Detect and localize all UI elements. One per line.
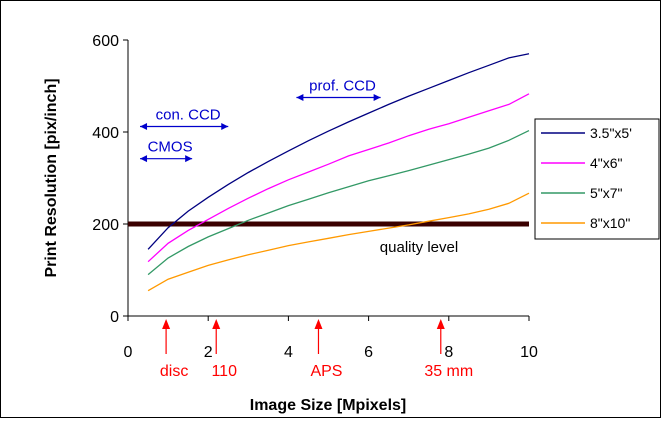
x-tick-label: 8 — [444, 344, 453, 361]
y-tick-label: 0 — [110, 309, 119, 326]
format-arrow-head — [314, 319, 323, 329]
x-tick-label: 0 — [124, 344, 133, 361]
series-line-1 — [147, 53, 530, 250]
legend-label-2: 4"x6" — [590, 155, 623, 171]
series-line-3 — [147, 130, 530, 276]
range-label: CMOS — [148, 139, 193, 156]
format-label: disc — [160, 363, 188, 380]
format-arrow-head — [436, 319, 445, 329]
y-axis-title: Print Resolution [pix/inch] — [43, 78, 60, 277]
format-arrow-head — [212, 319, 221, 329]
format-label: 110 — [211, 363, 237, 380]
range-label: prof. CCD — [309, 78, 376, 95]
x-tick-label: 4 — [284, 344, 293, 361]
series-line-4 — [147, 192, 530, 292]
legend-label-1: 3.5"x5' — [590, 125, 632, 141]
range-label: con. CCD — [156, 106, 221, 123]
range-arrow-head-left — [296, 94, 304, 101]
series-line-2 — [147, 93, 530, 263]
format-label: 35 mm — [424, 363, 473, 380]
y-tick-label: 400 — [92, 125, 119, 142]
quality-level-label: quality level — [380, 239, 458, 256]
format-arrow-head — [162, 319, 171, 329]
format-label: APS — [310, 363, 342, 380]
x-axis-title: Image Size [Mpixels] — [250, 397, 407, 414]
legend-label-3: 5"x7" — [590, 185, 623, 201]
range-arrow-head-left — [140, 155, 148, 163]
range-arrow-head-left — [140, 122, 148, 130]
x-tick-label: 10 — [520, 344, 538, 361]
x-tick-label: 2 — [204, 344, 213, 361]
range-arrow-head-right — [373, 94, 381, 101]
legend-label-4: 8"x10" — [590, 215, 630, 231]
x-tick-label: 6 — [364, 344, 373, 361]
y-tick-label: 200 — [92, 217, 119, 234]
range-arrow-head-right — [221, 122, 229, 130]
legend-box — [534, 118, 660, 240]
range-arrow-head-right — [185, 155, 193, 163]
y-tick-label: 600 — [92, 33, 119, 50]
